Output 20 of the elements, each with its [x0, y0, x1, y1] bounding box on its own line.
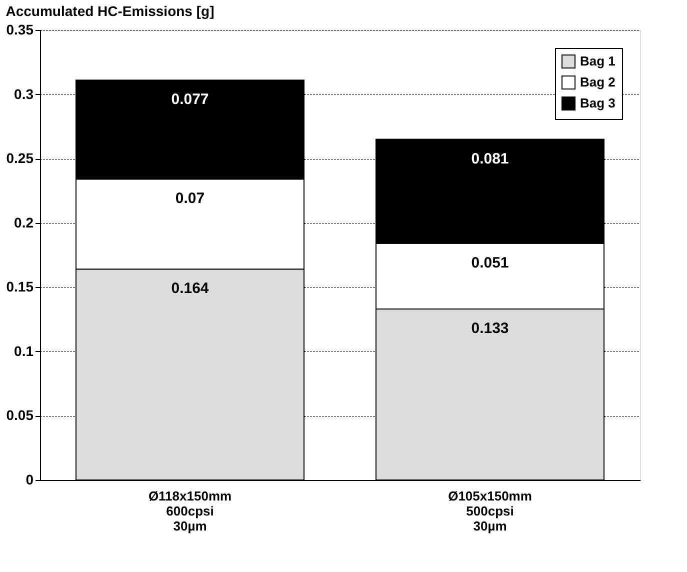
- chart-title: Accumulated HC-Emissions [g]: [6, 3, 214, 19]
- y-tick-label: 0.3: [14, 86, 34, 102]
- data-label: 0.051: [471, 254, 509, 272]
- y-tick-label: 0.15: [6, 278, 34, 295]
- y-tick-label: 0.1: [14, 342, 34, 359]
- data-label: 0.133: [471, 320, 509, 337]
- y-tick-label: 0.25: [6, 150, 34, 166]
- y-tick-label: 0.05: [6, 407, 34, 424]
- y-tick-label: 0.2: [14, 214, 34, 230]
- data-label: 0.081: [471, 150, 509, 168]
- data-label: 0.07: [175, 190, 205, 208]
- data-label: 0.164: [171, 280, 210, 298]
- y-tick-label: 0.35: [6, 22, 34, 38]
- y-tick-label: 0: [26, 472, 34, 488]
- x-tick-label: Ø105x150mm 500cpsi 30µm: [448, 488, 532, 534]
- x-tick-label: Ø118x150mm 600cpsi 30µm: [148, 488, 232, 534]
- legend-label: Bag 2: [580, 74, 616, 90]
- legend-label: Bag 3: [580, 96, 616, 110]
- legend-label: Bag 1: [580, 54, 616, 68]
- data-label: 0.077: [171, 91, 209, 108]
